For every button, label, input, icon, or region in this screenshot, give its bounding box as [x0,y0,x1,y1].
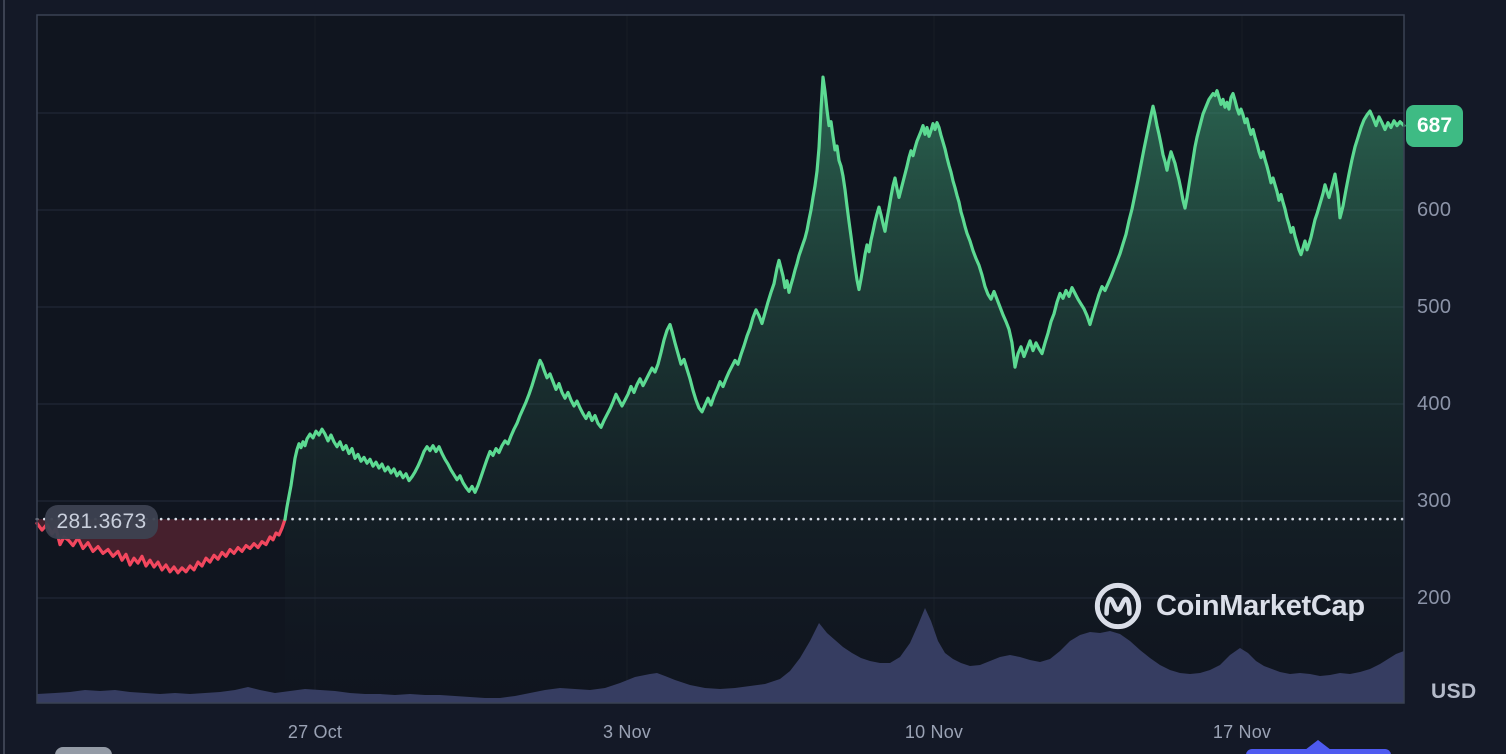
volume-bars [37,608,1404,703]
slider-pointer-icon [1305,740,1331,750]
axis-tooltip-fragment [55,747,112,754]
price-area-up [285,77,1404,704]
reference-price-label: 281.3673 [45,505,158,539]
y-axis-tick-label: 200 [1417,587,1452,609]
x-axis-tick-label: 17 Nov [1212,722,1272,742]
plot-border [36,14,1405,704]
price-line-up [283,75,1406,522]
page-edge-divider [3,0,5,754]
price-line-down [35,517,287,575]
y-axis-tick-label: 600 [1417,199,1452,221]
coinmarketcap-logo-icon [1094,582,1142,630]
x-axis-tick-label: 27 Oct [287,722,343,742]
y-axis-unit-label: USD [1431,680,1477,703]
watermark-text: CoinMarketCap [1156,589,1365,622]
current-price-badge: 687 [1406,104,1463,147]
y-axis-tick-label: 400 [1417,393,1452,415]
range-slider-handle[interactable] [1246,740,1391,754]
y-axis-tick-label: 300 [1417,490,1452,512]
y-axis-tick-label: 500 [1417,296,1452,318]
x-axis-tick-label: 3 Nov [602,722,652,742]
coinmarketcap-watermark: CoinMarketCap [1093,581,1365,631]
x-axis-tick-label: 10 Nov [904,722,964,742]
